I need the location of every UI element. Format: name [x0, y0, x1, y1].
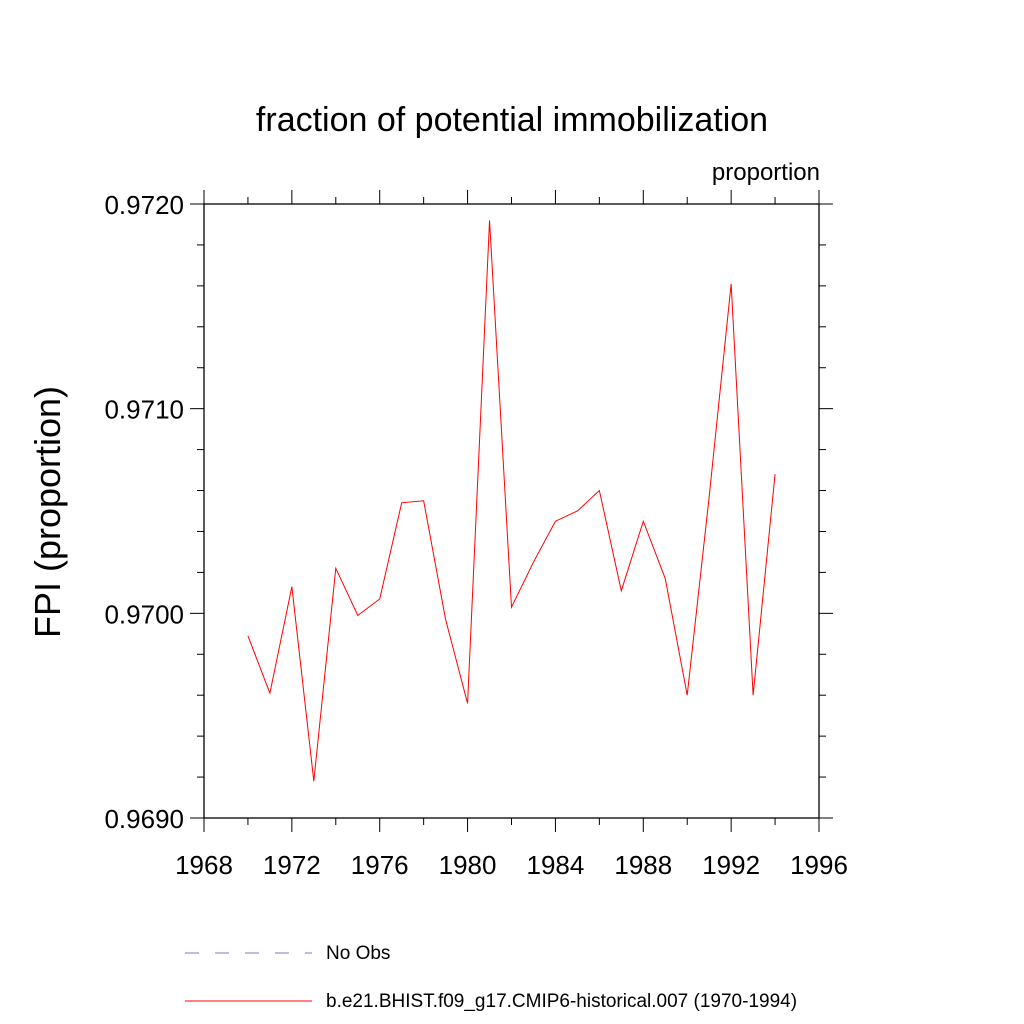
- x-tick-label: 1996: [790, 850, 848, 880]
- x-tick-label: 1972: [263, 850, 321, 880]
- x-tick-label: 1984: [527, 850, 585, 880]
- x-tick-label: 1968: [175, 850, 233, 880]
- axis-ticks: [190, 190, 833, 832]
- y-axis-label: FPI (proportion): [27, 386, 68, 638]
- series-layer: [247, 220, 776, 782]
- legend-label-no-obs: No Obs: [326, 943, 390, 964]
- legend-label-historical: b.e21.BHIST.f09_g17.CMIP6-historical.007…: [326, 991, 797, 1012]
- x-tick-label: 1988: [614, 850, 672, 880]
- x-tick-label: 1976: [351, 850, 409, 880]
- x-tick-label: 1992: [702, 850, 760, 880]
- plot-frame: [203, 203, 820, 819]
- legend: No Obs b.e21.BHIST.f09_g17.CMIP6-histori…: [185, 943, 797, 1012]
- x-tick-label: 1980: [439, 850, 497, 880]
- y-tick-label: 0.9720: [104, 190, 184, 220]
- y-tick-label: 0.9700: [104, 599, 184, 629]
- axis-tick-labels: 1968 1972 1976 1980 1984 1988 1992 1996 0.9690 0.…: [104, 190, 847, 880]
- units-label: proportion: [712, 159, 820, 186]
- series-line-historical: [247, 220, 776, 782]
- y-tick-label: 0.9710: [104, 395, 184, 425]
- chart-title: fraction of potential immobilization: [256, 101, 768, 139]
- y-tick-label: 0.9690: [104, 804, 184, 834]
